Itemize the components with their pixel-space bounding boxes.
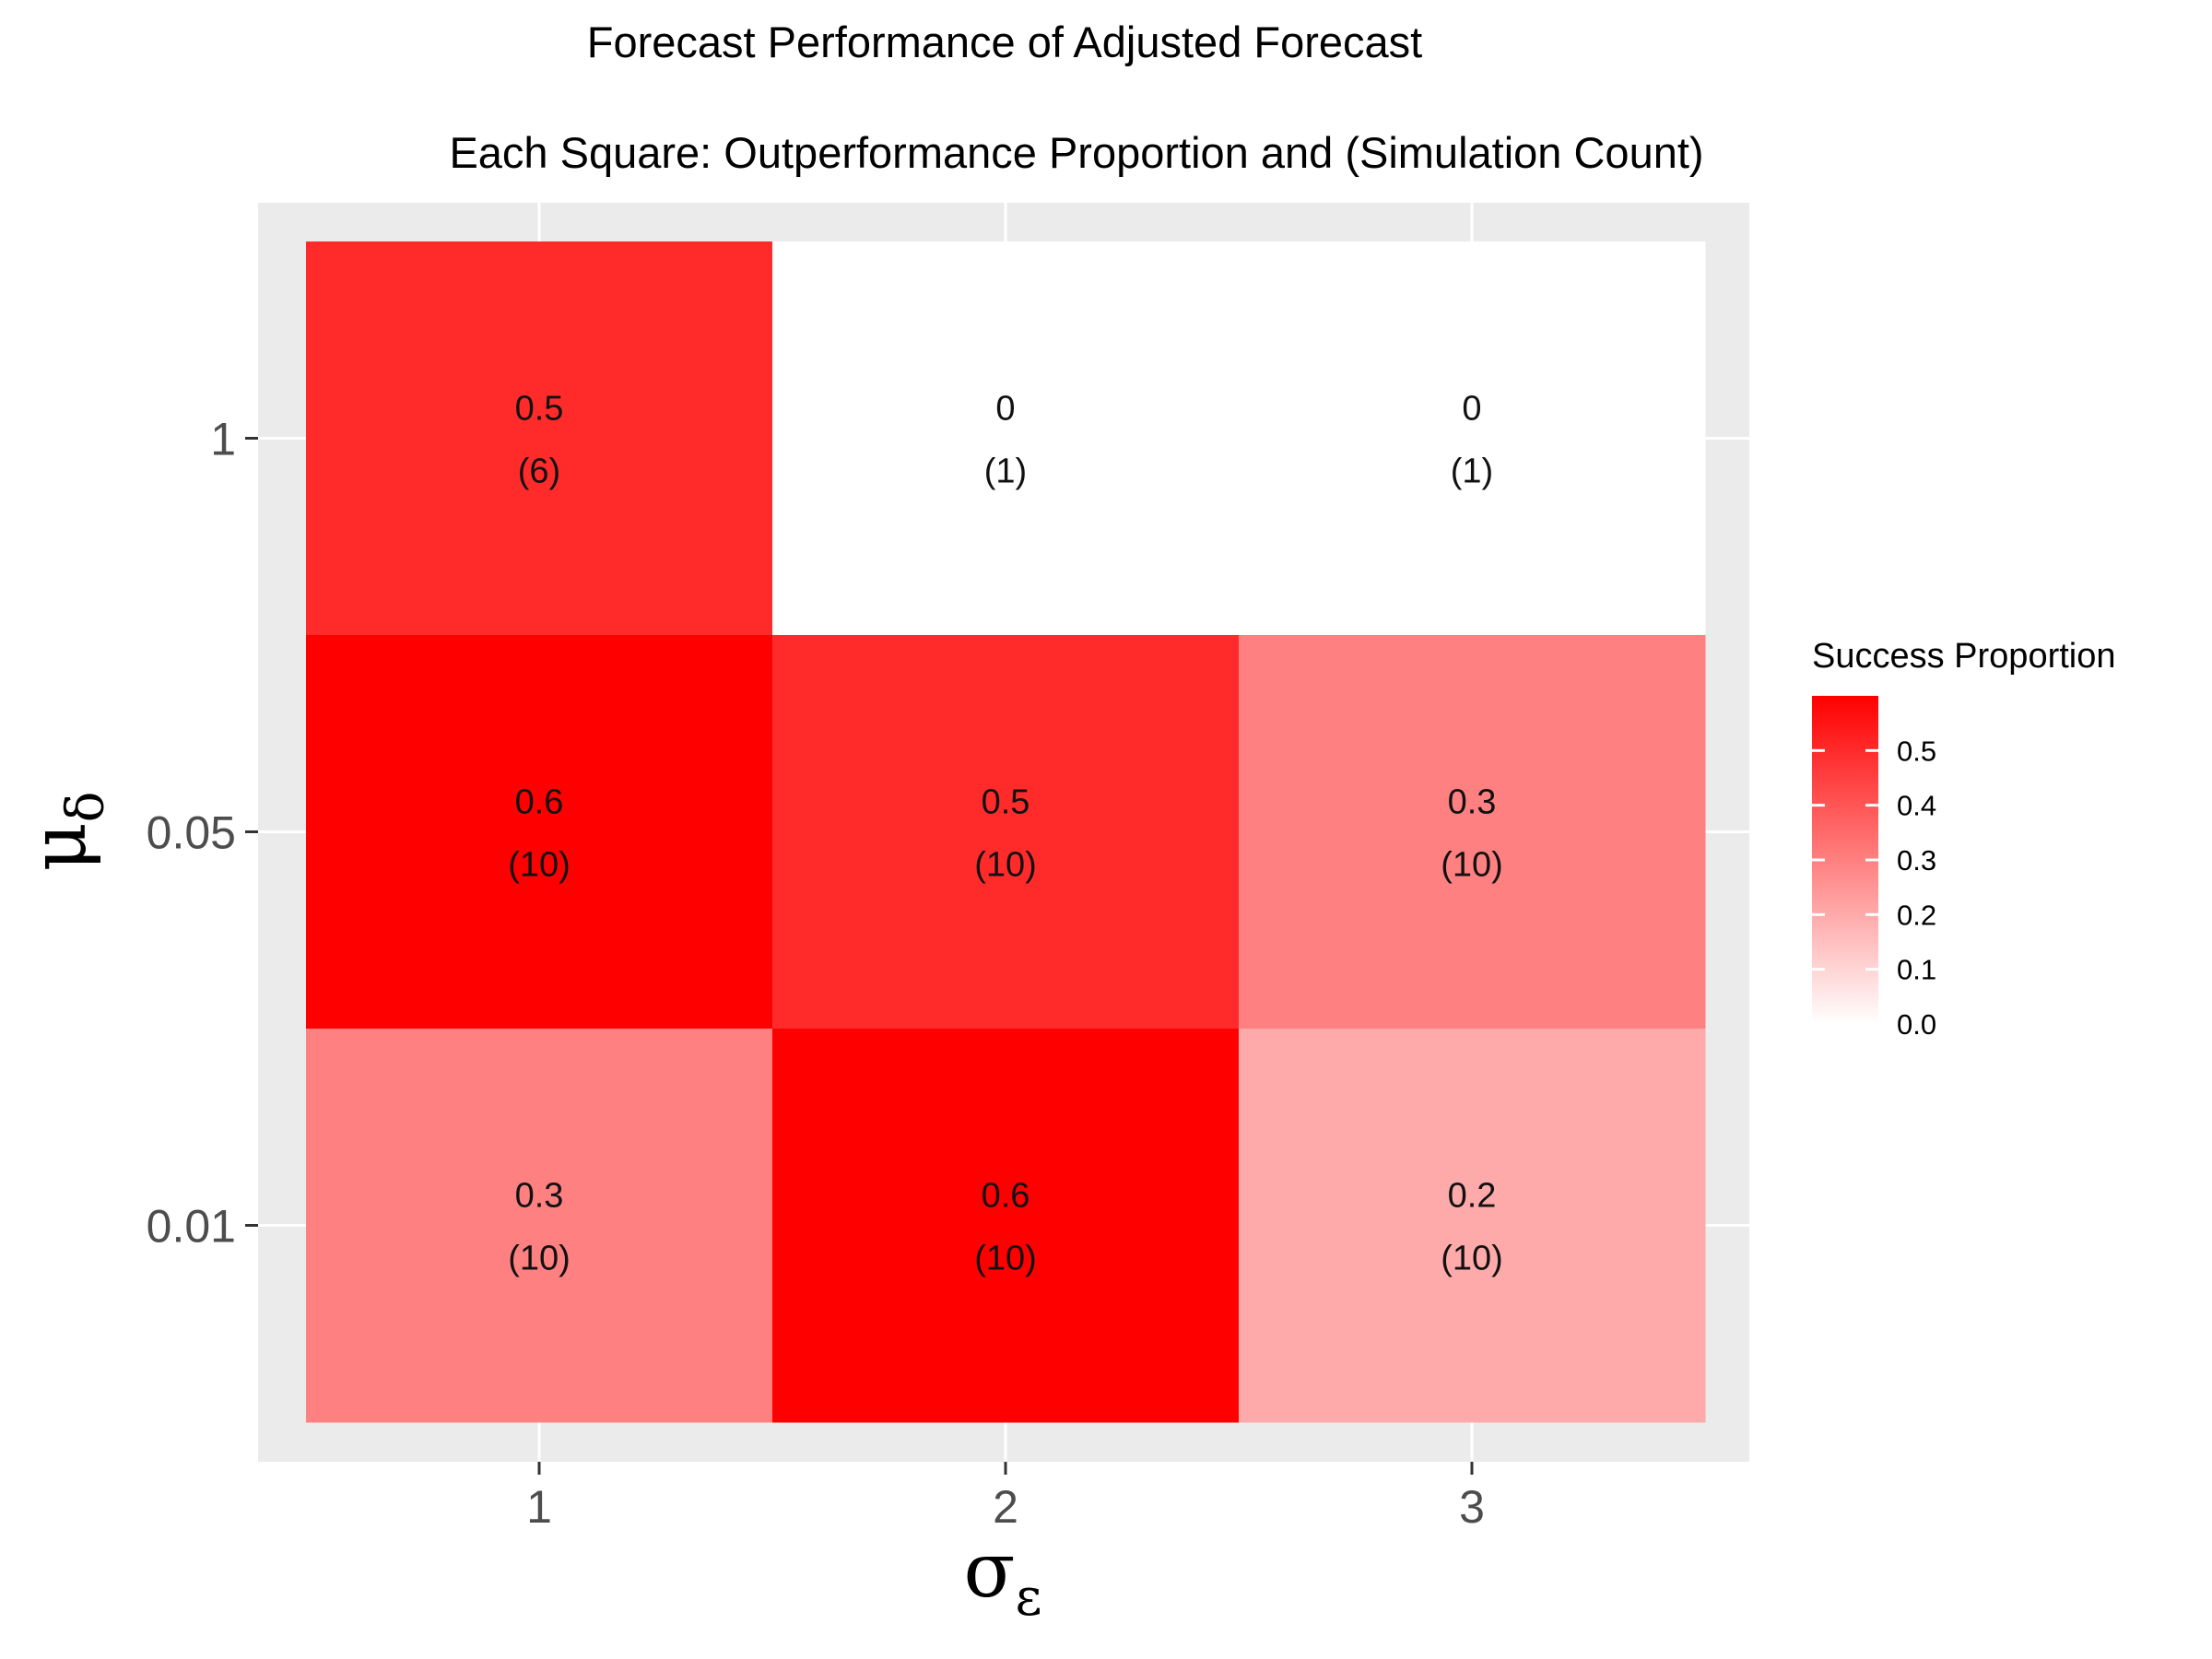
cell-value-label: 0.5: [982, 783, 1030, 822]
cell-count-label: (1): [984, 453, 1027, 491]
y-tick-label: 0.01: [147, 1201, 236, 1253]
cell-count-label: (10): [508, 846, 571, 885]
heatmap-cell: [1239, 241, 1706, 636]
x-tick-label: 2: [993, 1481, 1018, 1533]
cell-value-label: 0.5: [515, 390, 564, 429]
y-tick-label: 1: [210, 414, 236, 465]
legend-tick-label: 0.2: [1897, 899, 1936, 931]
legend-tick-label: 0.3: [1897, 844, 1936, 877]
x-axis-subscript: ε: [1015, 1568, 1041, 1628]
cell-count-label: (10): [1441, 1240, 1503, 1278]
heatmap-cell: [772, 241, 1240, 636]
legend-tick-label: 0.4: [1897, 790, 1936, 822]
cell-count-label: (6): [518, 453, 560, 491]
cell-count-label: (10): [974, 846, 1037, 885]
y-axis-title: μδ: [16, 791, 116, 871]
cell-value-label: 0: [1462, 390, 1481, 429]
legend: Success Proportion 0.0 0.1 0.2 0.3 0.4 0.5: [1812, 637, 2116, 1041]
heatmap-cell: [306, 1029, 773, 1423]
heatmap-cell: [306, 241, 773, 636]
x-axis-title: σε: [964, 1527, 1042, 1628]
y-axis-symbol: μ: [16, 822, 103, 871]
heatmap-cell: [1239, 1029, 1706, 1423]
legend-tick-label: 0.1: [1897, 954, 1936, 986]
legend-tick-label: 0.0: [1897, 1008, 1936, 1041]
x-axis: 1 2 3: [526, 1462, 1485, 1533]
heatmap-cell: [772, 1029, 1240, 1423]
x-tick-label: 3: [1459, 1481, 1485, 1533]
cell-value-label: 0: [995, 390, 1015, 429]
cell-count-label: (10): [974, 1240, 1037, 1278]
y-axis-subscript: δ: [56, 791, 116, 822]
cell-count-label: (1): [1451, 453, 1493, 491]
heatmap-cell: [306, 635, 773, 1030]
cell-value-label: 0.6: [982, 1177, 1030, 1216]
cell-count-label: (10): [508, 1240, 571, 1278]
cell-count-label: (10): [1441, 846, 1503, 885]
cell-value-label: 0.3: [515, 1177, 564, 1216]
cell-labels: 0.5 (6) 0 (1) 0 (1) 0.6 (10) 0.5 (10) 0.3 (10) 0.3 (1…: [508, 390, 1503, 1278]
cell-value-label: 0.2: [1448, 1177, 1497, 1216]
legend-title: Success Proportion: [1812, 637, 2116, 676]
chart-subtitle: Each Square: Outperformance Proportion a…: [449, 128, 1703, 177]
cell-value-label: 0.6: [515, 783, 564, 822]
chart-title: Forecast Performance of Adjusted Forecas…: [587, 18, 1422, 66]
heatmap-cell: [772, 635, 1240, 1030]
heatmap-cell: [1239, 635, 1706, 1030]
legend-ticks: 0.0 0.1 0.2 0.3 0.4 0.5: [1812, 735, 1936, 1041]
legend-tick-label: 0.5: [1897, 735, 1936, 767]
x-tick-label: 1: [526, 1481, 552, 1533]
x-axis-symbol: σ: [964, 1527, 1016, 1615]
cell-value-label: 0.3: [1448, 783, 1497, 822]
heatmap-cells: [306, 241, 1706, 1423]
y-tick-label: 0.05: [147, 807, 236, 859]
y-axis: 0.01 0.05 1: [147, 414, 258, 1253]
